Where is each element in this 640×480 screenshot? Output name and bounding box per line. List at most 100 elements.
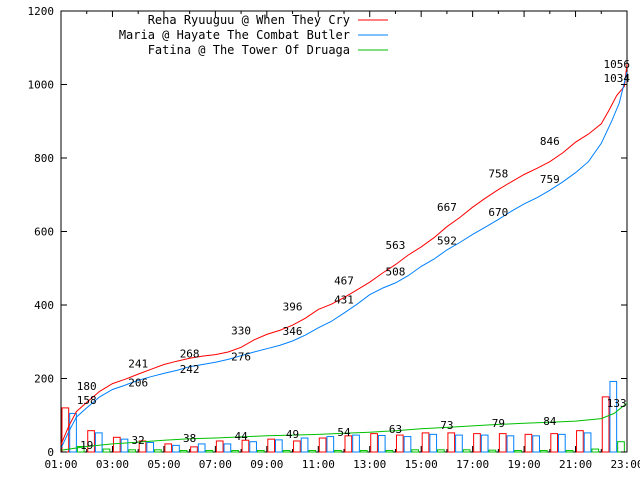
hourly-bar [241, 439, 250, 453]
hourly-bar [120, 438, 129, 453]
hourly-bar [359, 450, 368, 453]
data-label: 79 [492, 417, 505, 430]
hourly-bar [76, 445, 85, 453]
hourly-bar [429, 433, 438, 453]
data-label: 346 [283, 325, 303, 338]
x-tick-label: 17:00 [456, 458, 489, 471]
hourly-bar [565, 450, 574, 453]
x-tick-label: 11:00 [302, 458, 335, 471]
hourly-bar [231, 450, 239, 453]
hourly-bar [334, 450, 342, 453]
hourly-bar [539, 450, 548, 453]
data-label: 49 [286, 428, 299, 441]
hourly-bar [583, 432, 592, 453]
cumulative-lines [60, 63, 628, 451]
hourly-bar [462, 449, 471, 453]
hourly-bar [112, 436, 121, 453]
hourly-bar [326, 436, 335, 453]
point-labels: 180 241 268 330 396 467 563 667 758 846 1056 158 206… [77, 58, 631, 452]
data-label: 667 [437, 201, 457, 214]
x-tick-label: 07:00 [199, 458, 232, 471]
x-tick-label: 19:00 [508, 458, 541, 471]
hourly-bar [395, 434, 404, 453]
hourly-bar [591, 448, 600, 453]
hourly-bar [377, 434, 386, 453]
hourly-bar [215, 440, 224, 453]
hourly-bar [190, 446, 198, 453]
hourly-bar [164, 443, 173, 453]
data-label: 241 [128, 357, 148, 370]
data-label: 242 [180, 363, 200, 376]
hourly-bar [403, 436, 412, 453]
legend-label: Maria @ Hayate The Combat Butler [119, 28, 350, 42]
hourly-bar [293, 440, 301, 453]
hourly-bar [480, 434, 489, 453]
hourly-bar [352, 434, 360, 453]
hourly-bar [411, 449, 420, 453]
hourly-bar [447, 432, 456, 453]
data-label: 63 [389, 423, 402, 436]
data-label: 158 [77, 394, 97, 407]
legend-label: Fatina @ The Tower Of Druaga [148, 43, 350, 57]
hourly-bar [344, 435, 353, 453]
data-label: 276 [231, 351, 251, 364]
hourly-bar [300, 437, 309, 453]
data-label: 73 [440, 419, 453, 432]
y-tick-label: 200 [34, 373, 54, 386]
data-label: 84 [543, 415, 557, 428]
hourly-bar [558, 433, 566, 453]
hourly-bar [154, 449, 162, 453]
hourly-bar [172, 444, 180, 453]
hourly-bar [223, 443, 232, 453]
hourly-bars [61, 380, 625, 453]
series-line [60, 402, 628, 451]
hourly-bar [550, 433, 559, 453]
x-tick-label: 23:00 [610, 458, 640, 471]
data-label: 670 [488, 206, 508, 219]
hourly-bar [609, 380, 618, 453]
hourly-bar [506, 435, 515, 453]
data-label: 1056 [603, 58, 630, 71]
hourly-bar [179, 450, 188, 453]
legend-label: Rena Ryuuguu @ When They Cry [148, 13, 350, 27]
hourly-bar [205, 450, 214, 453]
data-label: 467 [334, 274, 354, 287]
hourly-bar [275, 439, 283, 453]
y-tick-label: 0 [47, 446, 54, 459]
y-axis: 0 200 400 600 800 1000 1200 [28, 5, 627, 459]
data-label: 44 [234, 430, 248, 443]
x-tick-label: 01:00 [44, 458, 77, 471]
data-label: 38 [183, 432, 196, 445]
y-tick-label: 1000 [28, 79, 55, 92]
hourly-bar [514, 450, 522, 453]
hourly-bar [146, 441, 155, 453]
hourly-bar [267, 438, 276, 453]
x-tick-label: 05:00 [147, 458, 180, 471]
y-tick-label: 400 [34, 299, 54, 312]
x-tick-label: 09:00 [250, 458, 283, 471]
data-label: 206 [128, 376, 148, 389]
hourly-bar [318, 437, 327, 453]
data-label: 330 [231, 325, 251, 338]
hourly-bar [498, 433, 507, 453]
series-line [60, 63, 628, 445]
data-label: 759 [540, 173, 560, 186]
x-tick-label: 13:00 [353, 458, 386, 471]
hourly-bar [87, 430, 95, 453]
data-label: 19 [80, 439, 93, 452]
hourly-bar [421, 432, 430, 453]
x-tick-label: 03:00 [96, 458, 129, 471]
data-label: 431 [334, 294, 354, 307]
hourly-bar [69, 412, 77, 453]
x-tick-label: 21:00 [559, 458, 592, 471]
y-tick-label: 1200 [28, 5, 55, 18]
y-tick-label: 600 [34, 226, 54, 239]
hourly-bar [370, 433, 378, 453]
hourly-bar [385, 450, 394, 453]
hourly-bar [576, 430, 584, 453]
hourly-bar [617, 441, 625, 453]
hourly-bar [455, 434, 463, 453]
data-label: 758 [488, 167, 508, 180]
